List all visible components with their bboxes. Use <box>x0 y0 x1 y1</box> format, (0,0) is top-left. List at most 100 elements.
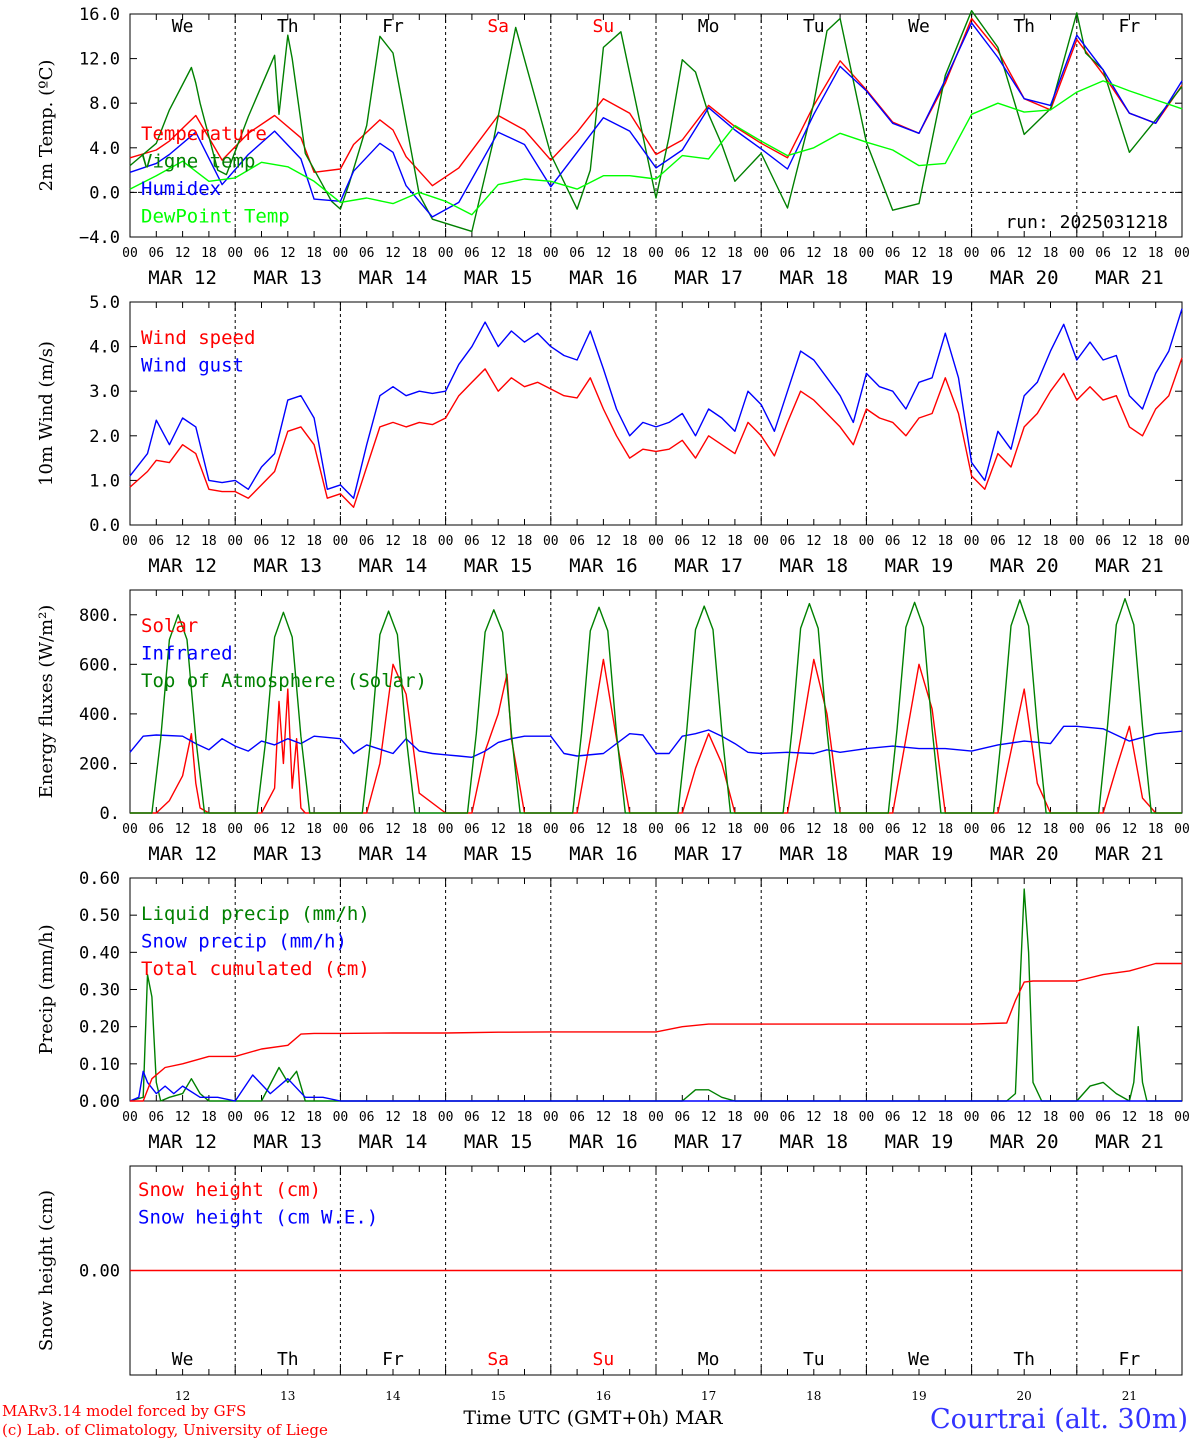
date-label: MAR 17 <box>674 555 743 577</box>
y-tick-label: 0.00 <box>79 1262 120 1282</box>
hour-tick-label: 06 <box>464 246 480 261</box>
hour-tick-label: 06 <box>569 534 585 549</box>
series-line-wind-gust <box>129 308 1183 499</box>
y-tick-label: 0.0 <box>89 516 120 536</box>
hour-tick-label: 12 <box>1122 246 1138 261</box>
day-name-label: Mo <box>698 1349 720 1370</box>
day-name-label: Tu <box>803 16 825 37</box>
legend-entry: Wind gust <box>141 355 244 377</box>
plot-frame <box>129 13 1183 238</box>
day-name-label: We <box>172 16 194 37</box>
hour-tick-label: 12 <box>911 246 927 261</box>
hour-tick-label: 12 <box>701 1110 717 1125</box>
hour-tick-label: 00 <box>753 246 769 261</box>
hour-tick-label: 12 <box>280 534 296 549</box>
date-label: MAR 20 <box>990 267 1059 289</box>
hour-tick-label: 12 <box>596 822 612 837</box>
hour-tick-label: 06 <box>1095 1110 1111 1125</box>
hour-tick-label: 12 <box>596 246 612 261</box>
hour-tick-label: 00 <box>859 534 875 549</box>
legend-entry: Top of Atmosphere (Solar) <box>141 670 427 692</box>
date-label: MAR 18 <box>779 555 848 577</box>
y-tick-label: 600. <box>79 655 120 675</box>
day-name-label: Su <box>593 16 615 37</box>
hour-tick-label: 06 <box>674 822 690 837</box>
hour-tick-label: 18 <box>517 534 533 549</box>
hour-tick-label: 00 <box>859 822 875 837</box>
hour-tick-label: 18 <box>201 246 217 261</box>
hour-tick-label: 00 <box>964 1110 980 1125</box>
hour-tick-label: 06 <box>359 1110 375 1125</box>
hour-tick-label: 12 <box>385 534 401 549</box>
legend-entry: Snow height (cm) <box>138 1179 321 1201</box>
hour-tick-label: 18 <box>937 822 953 837</box>
y-tick-label: 0.50 <box>79 906 120 926</box>
hour-tick-label: 06 <box>885 246 901 261</box>
series-line-vigne-temp <box>129 9 1183 233</box>
legend-entry: Liquid precip (mm/h) <box>141 903 370 925</box>
hour-tick-label: 12 <box>911 534 927 549</box>
y-tick-label: 0.40 <box>79 943 120 963</box>
date-label: MAR 18 <box>779 1131 848 1153</box>
hour-tick-label: 12 <box>806 822 822 837</box>
day-name-label: Th <box>1013 16 1035 37</box>
day-name-label: Fr <box>382 1349 404 1370</box>
y-tick-label: 400. <box>79 705 120 725</box>
hour-tick-label: 18 <box>832 1110 848 1125</box>
series-line-wind-speed <box>129 357 1183 508</box>
y-tick-label: 200. <box>79 754 120 774</box>
date-label: MAR 16 <box>569 267 638 289</box>
legend-entry: Solar <box>141 615 198 637</box>
y-tick-label: 16.0 <box>79 5 120 25</box>
hour-tick-label: 06 <box>990 1110 1006 1125</box>
hour-tick-label: 18 <box>411 822 427 837</box>
legend-entry: Snow height (cm W.E.) <box>138 1207 378 1229</box>
hour-tick-label: 18 <box>1148 1110 1164 1125</box>
hour-tick-label: 00 <box>753 1110 769 1125</box>
hour-tick-label: 00 <box>122 1110 138 1125</box>
day-name-label: Fr <box>1119 1349 1141 1370</box>
hour-tick-label: 12 <box>806 246 822 261</box>
hour-tick-label: 06 <box>464 1110 480 1125</box>
hour-tick-label: 00 <box>438 246 454 261</box>
y-tick-label: 1.0 <box>89 471 120 491</box>
hour-tick-label: 18 <box>937 246 953 261</box>
day-name-label: We <box>172 1349 194 1370</box>
hour-tick-label: 00 <box>122 246 138 261</box>
hour-tick-label: 06 <box>569 822 585 837</box>
hour-tick-label: 12 <box>175 534 191 549</box>
hour-tick-label: 18 <box>937 1110 953 1125</box>
date-label: MAR 15 <box>464 267 533 289</box>
day-name-label: Su <box>593 1349 615 1370</box>
date-label: MAR 21 <box>1095 1131 1164 1153</box>
hour-tick-label: 18 <box>201 534 217 549</box>
hour-tick-label: 18 <box>1148 246 1164 261</box>
hour-tick-label: 18 <box>306 1110 322 1125</box>
hour-tick-label: 06 <box>254 246 270 261</box>
hour-tick-label: 12 <box>385 822 401 837</box>
hour-tick-label: 00 <box>543 534 559 549</box>
day-name-label: Fr <box>1119 16 1141 37</box>
y-tick-label: 3.0 <box>89 382 120 402</box>
hour-tick-label: 06 <box>359 822 375 837</box>
day-name-label: Th <box>1013 1349 1035 1370</box>
station-label: Courtrai (alt. 30m) <box>930 1404 1188 1435</box>
hour-tick-label: 18 <box>201 1110 217 1125</box>
hour-tick-label: 06 <box>359 534 375 549</box>
hour-tick-label: 06 <box>674 246 690 261</box>
hour-tick-label: 06 <box>780 246 796 261</box>
hour-tick-label: 12 <box>806 1110 822 1125</box>
hour-tick-label: 18 <box>411 534 427 549</box>
hour-tick-label: 18 <box>201 822 217 837</box>
hour-tick-label: 00 <box>438 822 454 837</box>
hour-tick-label: 18 <box>306 822 322 837</box>
hour-tick-label: 00 <box>648 1110 664 1125</box>
series-line-humidex <box>129 22 1183 218</box>
hour-tick-label: 06 <box>1095 534 1111 549</box>
date-label: MAR 15 <box>464 555 533 577</box>
day-number-label: 21 <box>1122 1389 1137 1403</box>
hour-tick-label: 12 <box>490 822 506 837</box>
hour-tick-label: 18 <box>832 534 848 549</box>
date-label: MAR 16 <box>569 843 638 865</box>
